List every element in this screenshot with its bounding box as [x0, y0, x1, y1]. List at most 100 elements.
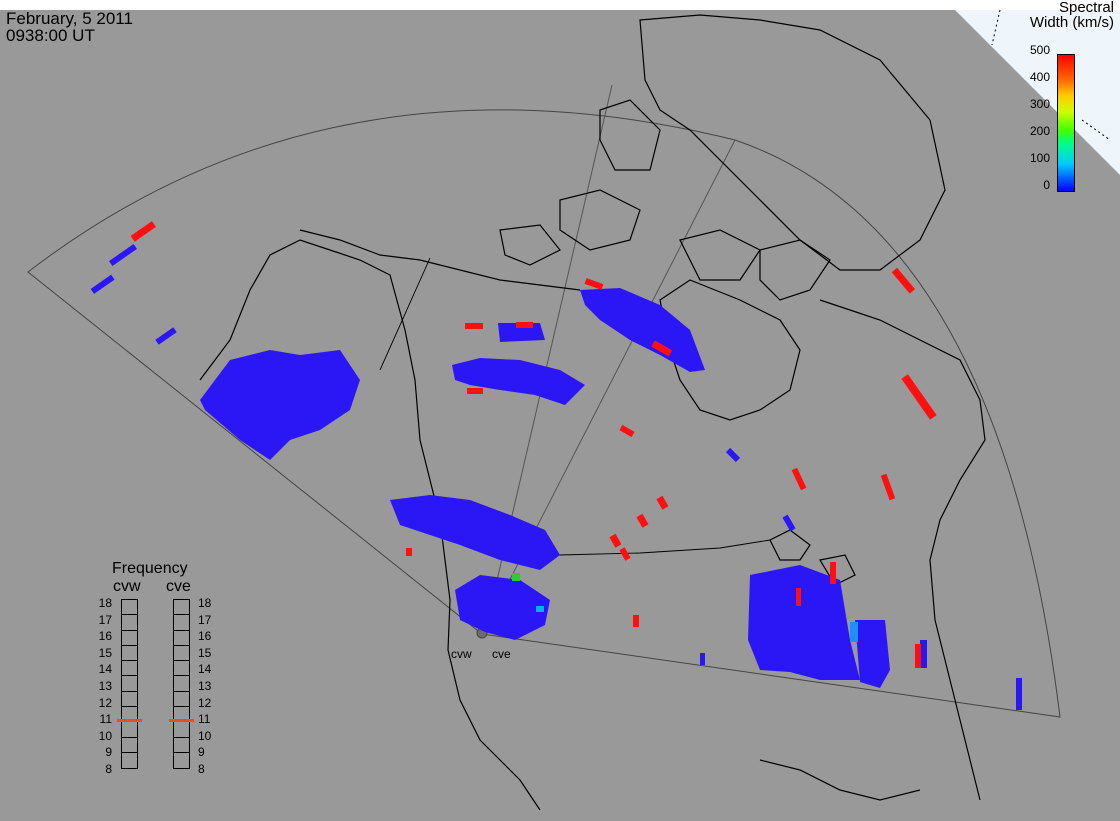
- map-corner-pale-region: [955, 10, 1120, 175]
- map-time: 0938:00 UT: [6, 26, 95, 45]
- frequency-scale-label: 8: [198, 762, 205, 776]
- scatter-red-9: [516, 322, 533, 328]
- frequency-scale-label: 16: [98, 629, 112, 644]
- backscatter-high-width: [130, 221, 937, 668]
- map-date: February, 5 2011: [6, 9, 133, 28]
- frequency-scale-label: 9: [105, 745, 112, 760]
- frequency-scale-label: 17: [98, 612, 112, 627]
- frequency-scale-label: 11: [198, 712, 211, 727]
- frequency-scale-label: 8: [105, 762, 112, 776]
- radar-fov-outline: [27, 109, 1061, 718]
- scatter-red-17: [619, 547, 631, 561]
- scatter-red-2: [891, 267, 916, 294]
- frequency-scale-label: 13: [198, 679, 212, 693]
- coast-alaska: [199, 239, 441, 521]
- scatter-red-3: [901, 374, 937, 420]
- frequency-scale-label: 15: [98, 645, 112, 660]
- scatter-patch-alaska: [200, 350, 360, 460]
- scatter-patch-nunavut: [580, 288, 705, 372]
- scatter-streak-5: [920, 640, 927, 668]
- frequency-title: Frequency: [112, 560, 188, 577]
- scatter-red-16: [609, 533, 622, 548]
- colorbar-tick: 300: [1029, 97, 1050, 111]
- colorbar-tick: 100: [1029, 151, 1050, 165]
- scatter-patch-east: [855, 620, 890, 688]
- frequency-scale-label: 16: [198, 629, 212, 644]
- colorbar-tick: 400: [1029, 70, 1050, 84]
- scatter-red-13: [651, 340, 673, 357]
- map-corner-dotted-line: [991, 9, 1001, 46]
- frequency-bar-cvw: [121, 599, 138, 769]
- backscatter-low-width: [90, 243, 1022, 710]
- scatter-streak-4: [1016, 678, 1022, 710]
- scatter-red-8: [465, 323, 483, 329]
- scatter-red-18: [633, 615, 639, 627]
- scatter-red-10: [584, 278, 604, 290]
- scatter-cyan-1: [850, 622, 858, 642]
- scatter-red-1: [130, 221, 156, 242]
- scatter-streak-3: [155, 327, 177, 345]
- scatter-red-14: [636, 513, 649, 528]
- frequency-radar-label: cvw: [113, 578, 141, 595]
- scatter-streak-8: [782, 514, 796, 532]
- scatter-red-15: [656, 495, 669, 510]
- frequency-scale-label: 12: [98, 695, 112, 710]
- scatter-patch-ontario: [748, 565, 860, 680]
- colorbar: [1057, 54, 1075, 192]
- frequency-marker-cve: [169, 719, 194, 723]
- colorbar-title-line-2: Width (km/s): [1029, 14, 1114, 31]
- frequency-scale-label: 10: [198, 728, 212, 743]
- coast-greenland: [639, 14, 946, 271]
- map-corner-dotted-line-2: [1081, 119, 1111, 141]
- scatter-streak-2: [108, 243, 138, 267]
- site-label-cve: cve: [492, 647, 511, 661]
- scatter-streak-7: [725, 447, 741, 463]
- colorbar-tick: 0: [1043, 178, 1050, 192]
- frequency-scale-label: 14: [98, 662, 112, 677]
- coast-baffin: [759, 239, 831, 301]
- frequency-radar-label: cve: [166, 578, 191, 595]
- scatter-streak-1: [90, 274, 115, 294]
- scatter-red-12: [619, 424, 635, 438]
- frequency-scale-label: 18: [198, 596, 212, 610]
- coast-arctic: [299, 229, 581, 291]
- frequency-scale-label: 13: [98, 679, 112, 693]
- coast-west: [439, 519, 541, 811]
- frequency-marker-cvw: [117, 719, 142, 723]
- coastlines: [199, 14, 986, 811]
- frequency-scale-label: 17: [198, 612, 212, 627]
- scatter-patch-bc: [390, 495, 560, 570]
- scatter-red-11: [467, 388, 483, 394]
- colorbar-title-line-1: Spectral: [1058, 0, 1114, 16]
- scatter-red-20: [796, 588, 801, 606]
- frequency-scale-label: 15: [198, 645, 212, 660]
- coast-islands-2: [499, 224, 561, 266]
- frequency-scale-label: 18: [98, 596, 112, 610]
- coast-gulf: [759, 759, 921, 801]
- scatter-patch-near-radar: [455, 575, 550, 640]
- coast-islands-1: [559, 189, 641, 251]
- scatter-red-7: [915, 644, 921, 668]
- scatter-red-6: [830, 562, 836, 584]
- coast-islands-3: [599, 99, 661, 171]
- coast-islands-4: [679, 229, 761, 281]
- coast-labrador: [819, 299, 986, 481]
- scatter-streak-6: [700, 653, 705, 665]
- scatter-red-5: [880, 473, 896, 501]
- frequency-scale-label: 9: [198, 745, 205, 760]
- coast-east: [929, 479, 981, 801]
- coast-hudson-bay: [659, 279, 801, 421]
- scatter-patch-north-small: [498, 323, 545, 342]
- colorbar-tick: 500: [1029, 43, 1050, 57]
- border-alaska-canada: [379, 257, 431, 371]
- top-white-strip: [0, 0, 1120, 10]
- scatter-green-1: [512, 573, 520, 581]
- frequency-bar-cve: [173, 599, 190, 769]
- colorbar-title: Spectral Width (km/s): [1030, 0, 1114, 30]
- frequency-scale-label: 12: [198, 695, 212, 710]
- backscatter-mid-width: [512, 573, 858, 642]
- site-label-cvw: cvw: [451, 647, 472, 661]
- scatter-red-19: [406, 548, 412, 556]
- scatter-cyan-2: [536, 606, 544, 612]
